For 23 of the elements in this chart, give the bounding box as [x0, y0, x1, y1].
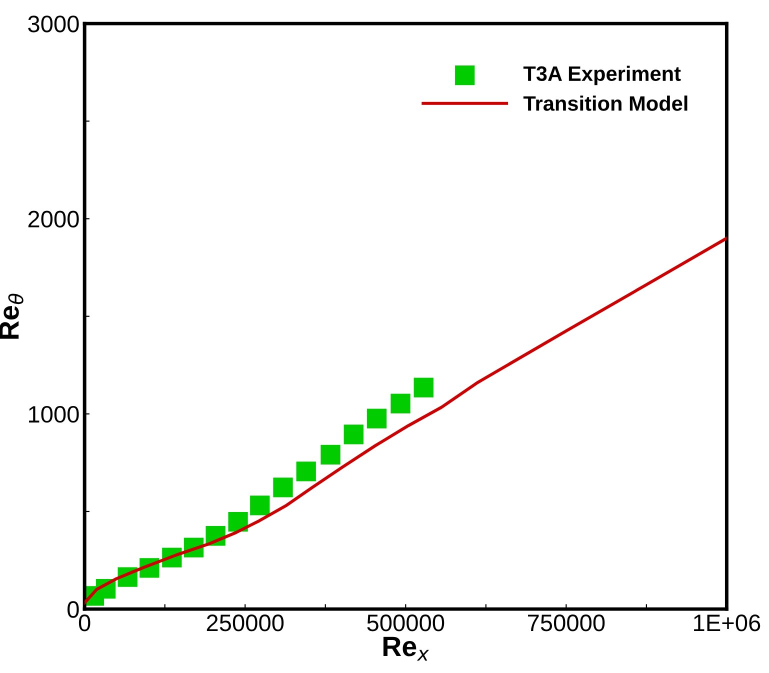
line-series — [84, 236, 727, 604]
y-tick-label: 2000 — [28, 210, 79, 228]
x-tick-label: 1E+06 — [694, 614, 760, 632]
y-tick-label: 3000 — [28, 16, 79, 32]
point — [414, 378, 434, 398]
y-tick-label: 0 — [68, 601, 79, 618]
point — [344, 424, 364, 444]
x-tick-label: 0 — [78, 614, 90, 632]
y-tick-label: 1000 — [29, 406, 79, 423]
legend-label: T3A Experiment — [523, 66, 681, 86]
point — [250, 496, 270, 516]
point — [366, 408, 387, 428]
x-axis-title: Re$_{x}$ — [383, 636, 430, 661]
point — [296, 462, 316, 482]
legend-label: Transition Model — [523, 96, 688, 111]
x-tick-label: 250000 — [206, 614, 284, 632]
point — [390, 394, 410, 414]
point — [273, 478, 293, 498]
y-axis-title: Re$_{θ}$ — [0, 294, 24, 339]
x-tick-label: 500000 — [367, 614, 444, 632]
point — [228, 512, 248, 532]
x-tick-label: 750000 — [528, 614, 605, 632]
point — [320, 444, 340, 465]
